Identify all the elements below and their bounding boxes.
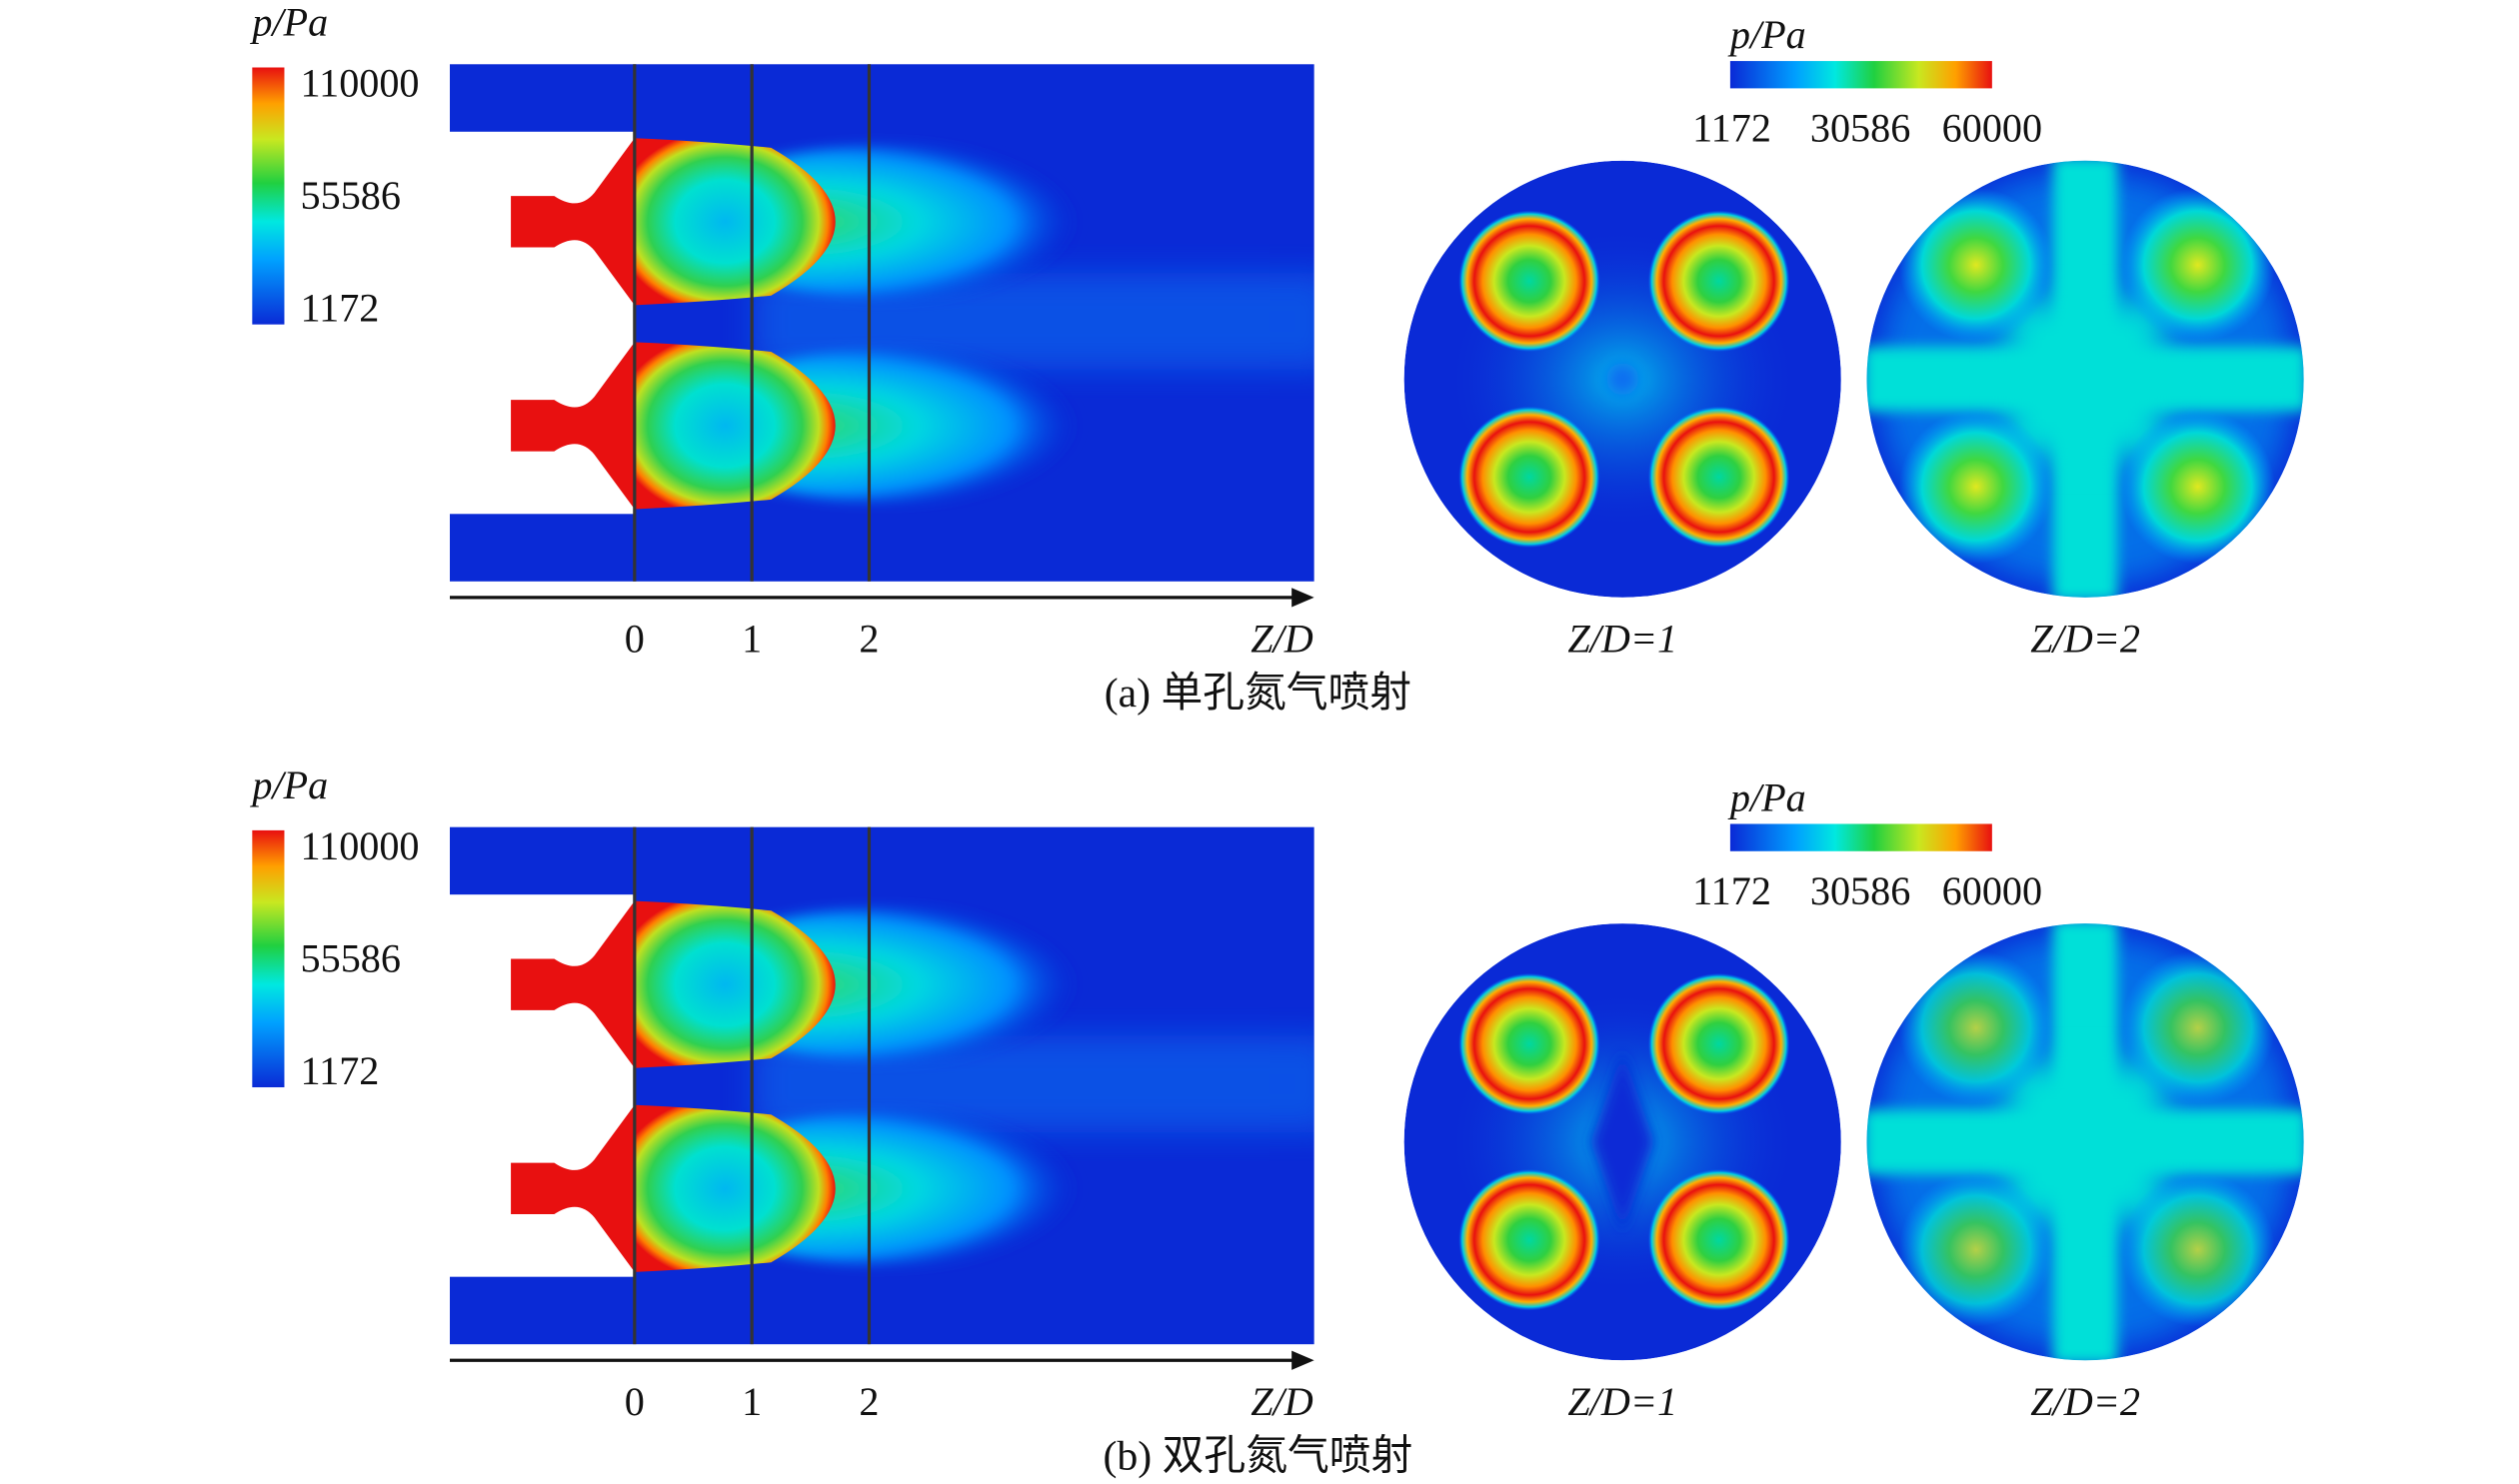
plume [634, 1104, 836, 1272]
jet-ring [1647, 210, 1790, 352]
colorbar-tick-label: 30586 [1810, 105, 1910, 150]
side-view [450, 64, 1314, 608]
plume [634, 900, 836, 1068]
axis-tick-label: 0 [625, 1379, 645, 1424]
jet-ring [1458, 1169, 1600, 1311]
cross-core [2007, 1064, 2163, 1219]
cross-section [1403, 923, 1841, 1361]
colorbar-tick-label: 60000 [1942, 105, 2042, 150]
colorbar-title: p/Pa [1727, 775, 1806, 820]
axis-label: Z/D [1251, 617, 1313, 662]
caption: (a) 单孔氮气喷射 [1105, 671, 1411, 717]
jet-spot [1898, 950, 2053, 1105]
colorbar-title: p/Pa [1727, 12, 1806, 57]
plume [634, 138, 836, 306]
colorbar-tick-label: 1172 [1692, 105, 1771, 150]
panel: 0 1 2 Z/D p/Pa 110000 55586 1172 p/Pa 1172 30586 60… [249, 762, 2304, 1480]
colorbar-title: p/Pa [249, 0, 328, 44]
colorbar-tick-label: 1172 [301, 1048, 380, 1093]
colorbar-tick-label: 30586 [1810, 868, 1910, 913]
caption: (b) 双孔氮气喷射 [1104, 1434, 1413, 1480]
colorbar [1729, 823, 1992, 851]
plume-field [634, 900, 1314, 1272]
plume-field [634, 138, 1314, 510]
section-label: Z/D=2 [2030, 1379, 2140, 1424]
jet-spot [2120, 1172, 2275, 1327]
cross-section [1403, 160, 1841, 598]
colorbar [252, 67, 285, 325]
colorbar-tick-label: 55586 [301, 173, 401, 218]
panel: 0 1 2 Z/D p/Pa 110000 55586 1172 p/Pa 1172 30586 60… [249, 0, 2304, 717]
axis-arrow [1291, 1350, 1314, 1370]
jet-ring [1458, 210, 1600, 352]
jet-ring [1647, 972, 1790, 1115]
jet-ring [1647, 406, 1790, 549]
axis-tick-label: 1 [742, 1379, 762, 1424]
jet-spot [2120, 409, 2275, 565]
axis-arrow [1291, 588, 1314, 608]
jet-spot [1898, 1172, 2053, 1327]
plume [634, 342, 836, 510]
axis-tick-label: 2 [859, 1379, 879, 1424]
cross-section [1866, 160, 2304, 598]
colorbar-tick-label: 110000 [301, 823, 420, 868]
nozzle [511, 1104, 635, 1272]
jet-spot [2120, 950, 2275, 1105]
axis-tick-label: 2 [859, 617, 879, 662]
core-dot [1606, 363, 1639, 396]
nozzle [511, 900, 635, 1068]
colorbar [1729, 61, 1992, 89]
jet-ring [1458, 406, 1600, 549]
colorbar-tick-label: 1172 [301, 285, 380, 330]
jet-spot [1898, 409, 2053, 565]
section-label: Z/D=1 [1567, 1379, 1677, 1424]
jet-spot [2120, 188, 2275, 343]
colorbar-tick-label: 55586 [301, 935, 401, 980]
jet-ring [1647, 1169, 1790, 1311]
colorbar-title: p/Pa [249, 762, 328, 807]
nozzle [511, 138, 635, 306]
section-label: Z/D=1 [1567, 617, 1677, 662]
jet-spot [1898, 188, 2053, 343]
axis-label: Z/D [1251, 1379, 1313, 1424]
colorbar-tick-label: 1172 [1692, 868, 1771, 913]
section-label: Z/D=2 [2030, 617, 2140, 662]
nozzle [511, 342, 635, 510]
colorbar-tick-label: 110000 [301, 60, 420, 105]
axis-tick-label: 0 [625, 617, 645, 662]
cross-core [2007, 302, 2163, 457]
jet-ring [1458, 972, 1600, 1115]
axis-tick-label: 1 [742, 617, 762, 662]
cross-section [1866, 923, 2304, 1361]
colorbar-tick-label: 60000 [1942, 868, 2042, 913]
side-view [450, 826, 1314, 1370]
colorbar [252, 829, 285, 1088]
